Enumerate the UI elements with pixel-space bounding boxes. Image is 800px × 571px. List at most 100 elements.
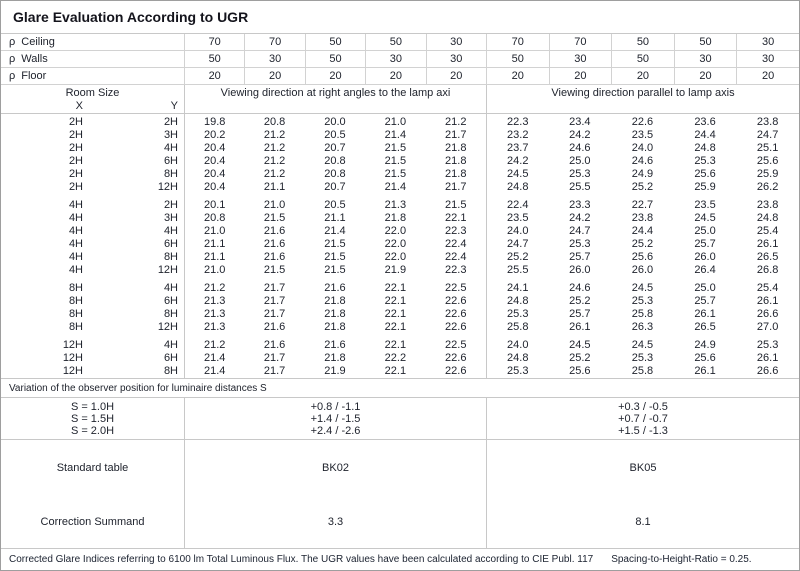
ugr-parallel-value: 23.5 <box>694 199 716 211</box>
ugr-parallel-value: 25.3 <box>631 295 654 307</box>
reflectance-value-cell: 70 <box>548 34 612 51</box>
room-size-y-cell: 8H <box>163 365 178 377</box>
reflectance-value-cell: 30 <box>736 51 799 68</box>
ugr-right-angles-value: 22.1 <box>384 308 407 320</box>
room-size-x-cell: 8H <box>68 321 83 333</box>
ugr-table-row: 8H 12H 21.3 21.6 21.8 22.1 22.6 25.8 26.1 26.3 26.… <box>1 321 799 334</box>
ugr-parallel-value: 24.7 <box>485 238 549 251</box>
s-distance-label: S = 1.0H <box>70 401 115 413</box>
room-size-y-cell: 12H <box>157 321 178 333</box>
table-column-header: Room Size X Y Viewing direction at right… <box>1 85 799 114</box>
ugr-right-angles-value: 21.8 <box>445 168 467 180</box>
ugr-table-row: 4H 8H 21.1 21.6 21.5 22.0 22.4 25.2 25.7 25.6 26.0… <box>1 251 799 264</box>
ugr-right-angles-value: 21.5 <box>324 264 346 276</box>
ugr-parallel-value: 24.1 <box>485 282 549 295</box>
ugr-table-row: 4H 6H 21.1 21.6 21.5 22.0 22.4 24.7 25.3 25.2 25.7… <box>1 238 799 251</box>
room-size-y-cell: 8H <box>163 168 178 180</box>
ugr-parallel-value: 23.2 <box>485 129 549 142</box>
ugr-parallel-value: 25.2 <box>631 181 654 193</box>
room-size-x-cell: 2H <box>68 155 83 167</box>
ugr-table-row: 4H 2H 20.1 21.0 20.5 21.3 21.5 22.4 23.3 22.7 23.5… <box>1 199 799 212</box>
ugr-parallel-value: 23.6 <box>694 116 716 128</box>
ugr-table-row: 2H 6H 20.4 21.2 20.8 21.5 21.8 24.2 25.0 24.6 25.3… <box>1 155 799 168</box>
reflectance-value-cell: 50 <box>611 51 674 68</box>
ugr-right-angles-value: 21.6 <box>263 238 286 250</box>
ugr-parallel-value: 24.6 <box>569 282 591 294</box>
ugr-parallel-value: 27.0 <box>756 321 779 333</box>
ugr-parallel-value: 24.0 <box>485 225 549 238</box>
ugr-right-angles-value: 21.2 <box>263 168 286 180</box>
ugr-right-angles-value: 20.5 <box>324 199 346 211</box>
ugr-right-angles-value: 22.4 <box>445 251 467 263</box>
room-size-y-cell: 6H <box>163 238 178 250</box>
ugr-right-angles-value: 21.9 <box>324 365 346 377</box>
ugr-parallel-value: 25.8 <box>631 365 654 377</box>
ugr-right-angles-value: 21.6 <box>263 251 286 263</box>
ugr-right-angles-value: 21.8 <box>324 321 346 333</box>
reflectance-value-cell: 30 <box>736 34 799 51</box>
ugr-right-angles-value: 21.8 <box>324 308 346 320</box>
ugr-right-angles-value: 21.7 <box>263 282 286 294</box>
ugr-parallel-value: 25.9 <box>756 168 779 180</box>
ugr-right-angles-value: 21.5 <box>384 155 407 167</box>
reflectance-value-cell: 20 <box>425 68 486 85</box>
ugr-parallel-value: 24.8 <box>485 181 549 194</box>
ugr-right-angles-value: 22.1 <box>384 339 407 351</box>
ugr-right-angles-value: 22.6 <box>445 295 467 307</box>
ugr-parallel-value: 26.1 <box>569 321 591 333</box>
ugr-right-angles-value: 21.1 <box>263 181 286 193</box>
ugr-parallel-value: 25.0 <box>569 155 591 167</box>
correction-summand-right-angles-value: 3.3 <box>184 496 486 548</box>
ugr-parallel-value: 26.1 <box>756 295 779 307</box>
ugr-parallel-value: 22.3 <box>485 116 549 129</box>
footer-note: Corrected Glare Indices referring to 610… <box>1 548 799 570</box>
room-size-x-cell: 4H <box>68 212 83 224</box>
reflectance-value-cell: 20 <box>673 68 737 85</box>
gap-cell <box>486 277 799 282</box>
ugr-table-body: 2H 2H 19.8 20.8 20.0 21.0 21.2 22.3 23.4 22.6 23.6… <box>1 114 799 378</box>
ugr-table-row: 4H 3H 20.8 21.5 21.1 21.8 22.1 23.5 24.2 23.8 24.5… <box>1 212 799 225</box>
ugr-parallel-value: 26.5 <box>756 251 779 263</box>
ugr-right-angles-value: 21.0 <box>384 116 407 128</box>
reflectance-value-cell: 20 <box>304 68 366 85</box>
ugr-right-angles-value: 21.5 <box>324 238 346 250</box>
reflectance-value-cell: 70 <box>244 34 305 51</box>
ugr-parallel-value: 24.5 <box>485 168 549 181</box>
ugr-parallel-value: 26.3 <box>631 321 654 333</box>
ugr-parallel-value: 26.0 <box>631 264 654 276</box>
room-size-x-cell: 4H <box>68 264 83 276</box>
ugr-right-angles-value: 21.7 <box>263 352 286 364</box>
ugr-right-angles-value: 21.5 <box>384 168 407 180</box>
ugr-parallel-value: 23.8 <box>631 212 654 224</box>
ugr-right-angles-value: 21.6 <box>324 339 346 351</box>
correction-summand-row: Correction Summand 3.3 8.1 <box>1 496 799 548</box>
room-size-x-cell: 4H <box>68 251 83 263</box>
ugr-parallel-value: 25.3 <box>631 352 654 364</box>
correction-summand-label: Correction Summand <box>40 516 145 528</box>
ugr-right-angles-value: 21.6 <box>263 339 286 351</box>
ugr-right-angles-value: 21.7 <box>445 181 467 193</box>
ugr-right-angles-value: 21.7 <box>263 365 286 377</box>
ugr-right-angles-value: 21.8 <box>445 155 467 167</box>
ugr-right-angles-value: 21.5 <box>384 142 407 154</box>
ugr-parallel-value: 25.0 <box>694 282 716 294</box>
ugr-parallel-value: 23.5 <box>485 212 549 225</box>
ugr-table-row: 2H 8H 20.4 21.2 20.8 21.5 21.8 24.5 25.3 24.9 25.6… <box>1 168 799 181</box>
ugr-right-angles-value: 21.7 <box>263 308 286 320</box>
ugr-right-angles-value: 22.1 <box>384 295 407 307</box>
room-size-y-cell: 2H <box>163 116 178 128</box>
ugr-parallel-value: 22.4 <box>485 199 549 212</box>
reflectance-value-cell: 50 <box>485 51 549 68</box>
ugr-table-row: 8H 6H 21.3 21.7 21.8 22.1 22.6 24.8 25.2 25.3 25.7… <box>1 295 799 308</box>
room-size-y-cell: 12H <box>157 181 178 193</box>
room-size-y-cell: 4H <box>163 142 178 154</box>
room-size-y-cell: 6H <box>163 155 178 167</box>
ugr-right-angles-value: 21.3 <box>184 308 244 321</box>
ugr-right-angles-value: 22.3 <box>445 225 467 237</box>
standard-table-label: Standard table <box>56 462 129 474</box>
ugr-parallel-value: 25.3 <box>694 155 716 167</box>
gap-cell <box>184 334 486 339</box>
room-size-y-cell: 4H <box>163 339 178 351</box>
room-size-x-cell: 8H <box>68 295 83 307</box>
footer-flux-note: Corrected Glare Indices referring to 610… <box>9 554 594 565</box>
